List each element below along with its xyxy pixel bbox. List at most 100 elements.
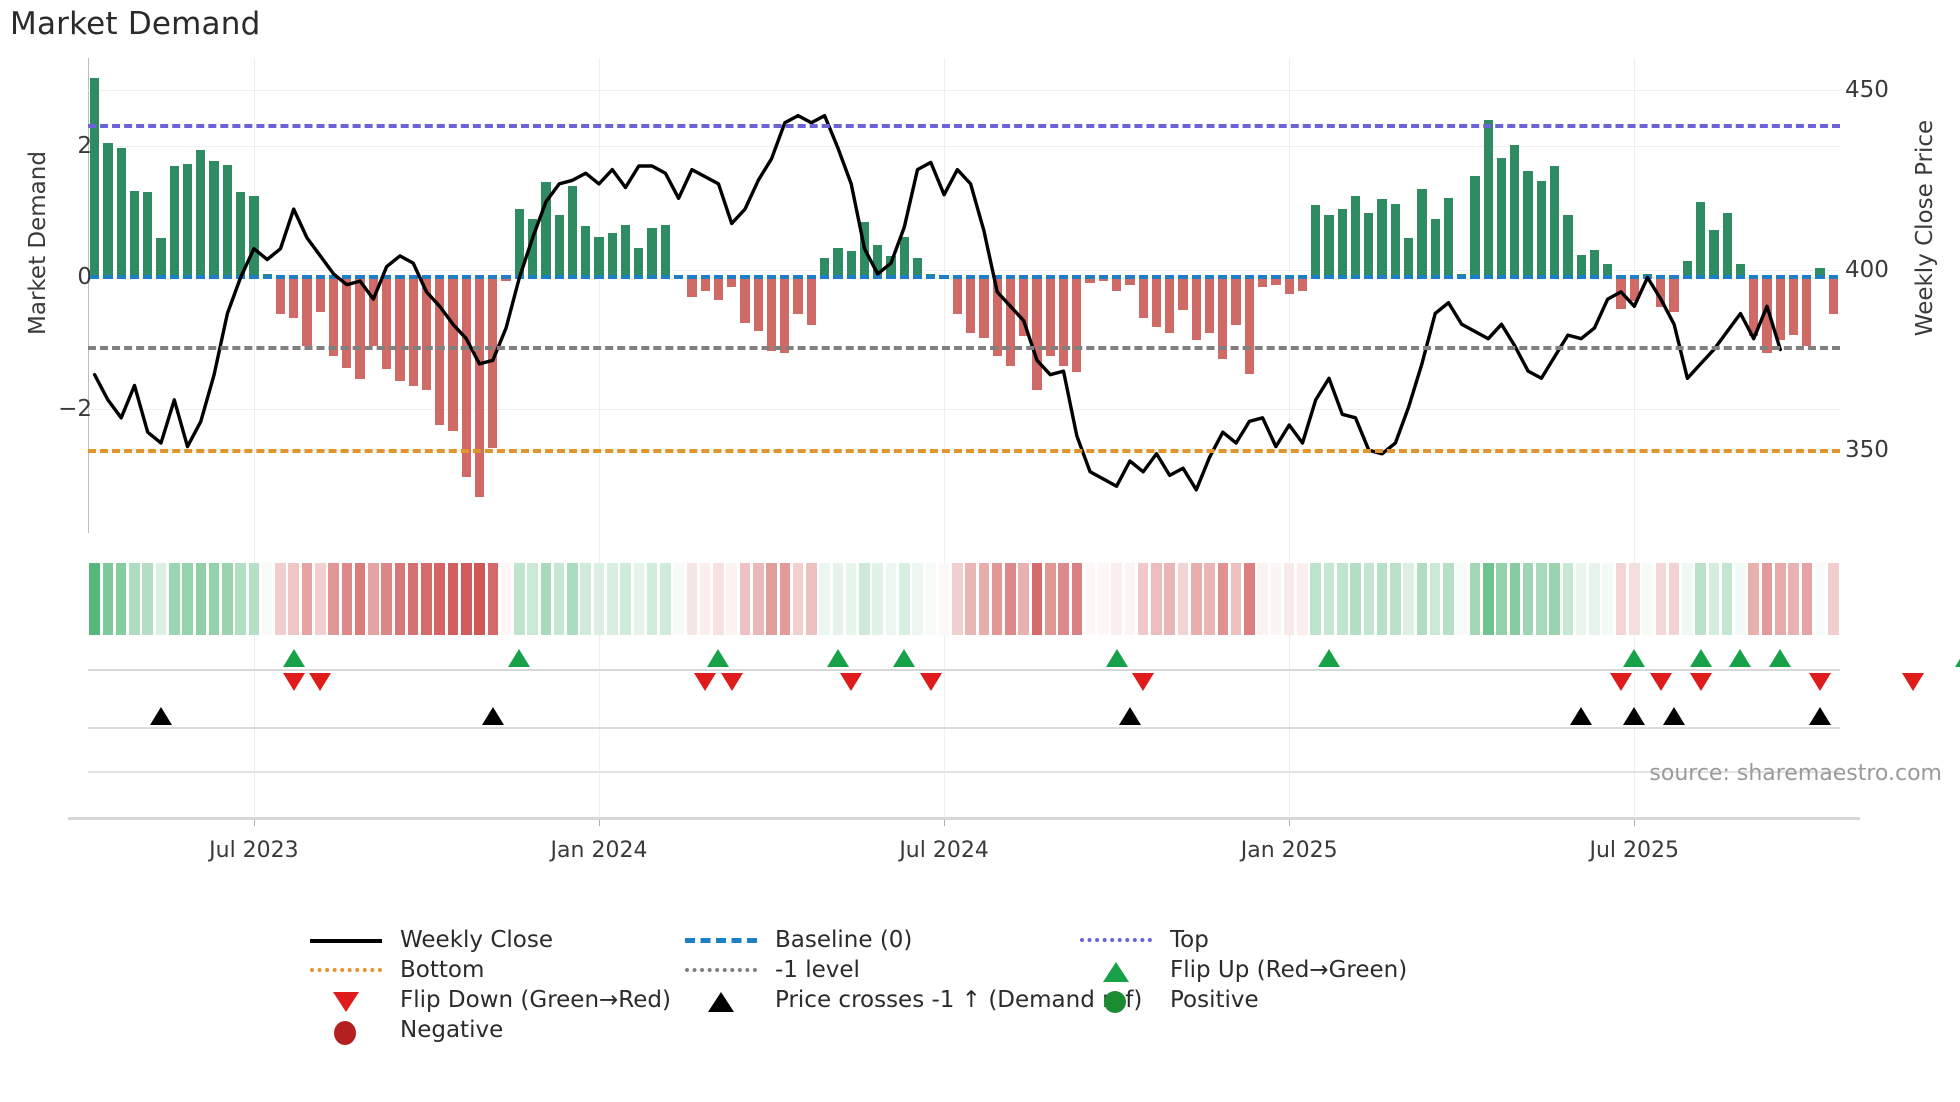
legend-item[interactable]: Flip Up (Red→Green) (1070, 955, 1407, 985)
demand-bar (1470, 175, 1480, 278)
heat-cell (487, 563, 499, 635)
baseline-cap (182, 275, 193, 280)
minus-one-reference-line (88, 346, 1840, 351)
baseline-cap (899, 275, 909, 280)
x-tick-mark (599, 819, 600, 826)
baseline-cap (1324, 275, 1334, 280)
footer-rule-2 (68, 817, 1860, 819)
baseline-cap (1045, 275, 1055, 280)
x-tick-label: Jan 2025 (1240, 838, 1338, 863)
demand-bar (1204, 277, 1215, 334)
heat-cell (1628, 563, 1640, 635)
heat-cell (354, 563, 366, 635)
legend-item[interactable]: Negative (300, 1015, 503, 1045)
baseline-cap (1311, 275, 1321, 280)
demand-bar (448, 277, 458, 432)
heat-cell (965, 563, 976, 635)
gridline-y2-0 (88, 90, 1840, 92)
gridline-y-2 (88, 408, 1840, 410)
x-tick-mark (1289, 819, 1291, 826)
demand-bar (780, 277, 790, 353)
demand-bar (1523, 171, 1533, 278)
legend-item[interactable]: Price crosses -1 ↑ (Demand ref) (675, 985, 1142, 1015)
baseline-cap (1603, 275, 1613, 280)
gridline-y-1 (88, 277, 1840, 279)
baseline-cap (886, 275, 896, 280)
heat-cell (766, 563, 777, 635)
heat-cell (593, 563, 605, 635)
heat-cell (368, 563, 379, 635)
demand-bar (766, 277, 777, 351)
baseline-cap (859, 275, 870, 280)
demand-bar (1045, 277, 1055, 357)
baseline-cap (1483, 275, 1493, 280)
baseline-cap (1284, 275, 1294, 280)
demand-bar (660, 225, 670, 278)
legend-key (1070, 955, 1162, 985)
heat-cell (1562, 563, 1574, 635)
baseline-cap (1257, 275, 1268, 280)
legend-item[interactable]: Baseline (0) (675, 925, 912, 955)
flip-up-marker (1318, 649, 1340, 667)
heat-cell (1536, 563, 1547, 635)
heat-cell (1390, 563, 1401, 635)
flip-down-marker (1809, 673, 1832, 691)
heat-cell (1350, 563, 1361, 635)
heat-cell (912, 563, 923, 635)
demand-bar (1815, 267, 1825, 278)
chart-legend: Weekly Close Baseline (0) Top Bottom -1 leve… (300, 925, 1700, 1085)
positive-dot-icon (1104, 991, 1126, 1013)
flip-down-marker (1610, 673, 1632, 691)
heat-cell (1602, 563, 1614, 635)
heat-cell (938, 563, 950, 635)
baseline-cap (1616, 275, 1626, 280)
demand-bar (594, 236, 604, 278)
legend-item[interactable]: Flip Down (Green→Red) (300, 985, 671, 1015)
baseline-cap (488, 275, 498, 280)
baseline-cap (965, 275, 976, 280)
heat-cell (1297, 563, 1308, 635)
demand-bar (289, 277, 299, 319)
legend-label: Flip Down (Green→Red) (400, 987, 671, 1013)
legend-item[interactable]: Bottom (300, 955, 484, 985)
baseline-cap (1802, 275, 1812, 280)
baseline-cap (342, 275, 352, 280)
heat-cell (1469, 563, 1481, 635)
demand-bar (833, 248, 843, 278)
heat-cell (1774, 563, 1786, 635)
demand-bar (713, 277, 724, 300)
demand-bar (89, 77, 100, 278)
baseline-cap (1563, 275, 1573, 280)
price-cross-marker-row (88, 693, 1840, 741)
baseline-cap (1589, 275, 1600, 280)
baseline-cap (1722, 275, 1732, 280)
negative-dot-icon (334, 1021, 356, 1045)
heat-cell (752, 563, 764, 635)
legend-item[interactable]: Positive (1070, 985, 1259, 1015)
demand-bar (169, 166, 179, 278)
price-cross-marker (1809, 707, 1832, 725)
baseline-cap (541, 275, 551, 280)
demand-bar (1589, 249, 1600, 278)
baseline-cap (740, 275, 750, 280)
legend-item[interactable]: Top (1070, 925, 1209, 955)
demand-bar (1218, 277, 1228, 360)
baseline-cap (1536, 275, 1546, 280)
heat-cell (686, 563, 698, 635)
heat-cell (1456, 563, 1468, 635)
legend-item[interactable]: Weekly Close (300, 925, 553, 955)
legend-label: Flip Up (Red→Green) (1170, 957, 1408, 983)
demand-bar (753, 277, 763, 332)
heat-cell (1310, 563, 1322, 635)
legend-item[interactable]: -1 level (675, 955, 860, 985)
demand-bar (952, 277, 962, 314)
demand-bar (647, 228, 657, 278)
legend-label: Price crosses -1 ↑ (Demand ref) (775, 987, 1143, 1013)
baseline-cap (262, 275, 272, 280)
gridline-x (253, 58, 255, 827)
demand-bar (634, 248, 644, 278)
flip-down-marker (1132, 673, 1155, 691)
price-cross-marker (481, 707, 504, 725)
demand-bar (1563, 215, 1573, 278)
